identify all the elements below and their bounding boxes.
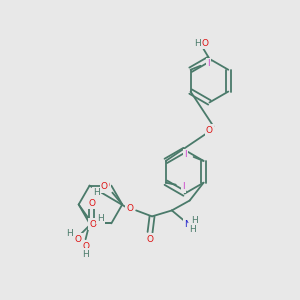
Text: N: N	[184, 220, 191, 229]
Text: O: O	[202, 38, 209, 47]
Text: H: H	[191, 216, 198, 225]
Text: H: H	[82, 250, 89, 259]
Text: H: H	[97, 214, 104, 223]
Text: O: O	[127, 204, 134, 213]
Text: H: H	[66, 229, 73, 238]
Text: H: H	[189, 225, 196, 234]
Text: I: I	[184, 151, 187, 160]
Text: O: O	[147, 235, 154, 244]
Text: I: I	[182, 182, 185, 191]
Text: H: H	[194, 38, 201, 47]
Text: O: O	[88, 199, 95, 208]
Text: O: O	[103, 181, 110, 190]
Text: I: I	[207, 59, 210, 68]
Text: O: O	[101, 182, 108, 191]
Text: O: O	[89, 220, 96, 229]
Text: H: H	[93, 188, 100, 197]
Text: O: O	[74, 235, 81, 244]
Text: O: O	[82, 242, 89, 251]
Text: O: O	[206, 126, 213, 135]
